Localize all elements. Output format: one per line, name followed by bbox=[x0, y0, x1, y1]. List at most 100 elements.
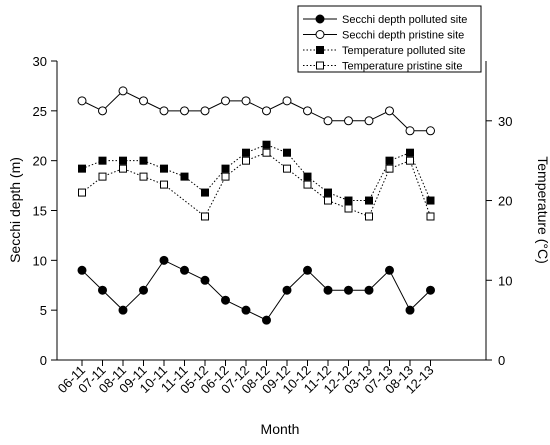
data-point bbox=[385, 106, 394, 116]
y-left-tick-label: 25 bbox=[33, 104, 47, 119]
data-point bbox=[426, 212, 435, 221]
data-point bbox=[139, 156, 148, 165]
data-point bbox=[344, 204, 353, 213]
data-point bbox=[139, 172, 148, 181]
legend-label: Temperature polluted site bbox=[342, 45, 466, 57]
data-point bbox=[98, 285, 107, 295]
data-point bbox=[406, 156, 414, 165]
data-point bbox=[324, 188, 332, 197]
data-point bbox=[365, 212, 373, 221]
data-point bbox=[180, 265, 189, 275]
data-point bbox=[303, 265, 312, 275]
data-point bbox=[385, 164, 394, 173]
series-layer bbox=[77, 86, 435, 325]
legend-marker bbox=[315, 30, 325, 39]
data-point bbox=[118, 86, 128, 96]
legend-label: Secchi depth pristine site bbox=[342, 30, 464, 42]
legend-marker bbox=[316, 61, 324, 70]
x-axis-title: Month bbox=[261, 421, 300, 437]
data-point bbox=[283, 164, 291, 173]
data-point bbox=[405, 305, 415, 315]
data-point bbox=[282, 96, 292, 106]
axes: 051015202530010203006-1107-1108-1109-111… bbox=[33, 54, 513, 397]
data-point bbox=[303, 180, 312, 189]
data-point bbox=[303, 106, 312, 116]
series-1 bbox=[77, 86, 435, 136]
data-point bbox=[262, 140, 271, 149]
data-point bbox=[118, 305, 128, 315]
data-point bbox=[385, 156, 394, 165]
y-axis-left-title: Secchi depth (m) bbox=[7, 157, 23, 263]
series-line bbox=[81, 152, 431, 218]
data-point bbox=[241, 305, 251, 315]
data-point bbox=[139, 285, 148, 295]
data-point bbox=[323, 116, 333, 126]
series-0 bbox=[77, 255, 435, 325]
data-point bbox=[221, 295, 230, 305]
data-point bbox=[364, 285, 374, 295]
legend-marker bbox=[315, 14, 325, 24]
data-point bbox=[200, 106, 210, 116]
data-point bbox=[262, 315, 271, 325]
data-point bbox=[98, 172, 107, 181]
y-left-tick-label: 10 bbox=[33, 253, 47, 268]
data-point bbox=[426, 285, 435, 295]
y-right-tick-label: 30 bbox=[498, 114, 512, 129]
data-point bbox=[344, 196, 353, 205]
data-point bbox=[139, 96, 148, 106]
data-point bbox=[77, 96, 87, 106]
y-right-tick-label: 20 bbox=[498, 194, 512, 209]
data-point bbox=[282, 285, 292, 295]
data-point bbox=[200, 275, 210, 285]
legend-label: Secchi depth polluted site bbox=[342, 14, 467, 26]
data-point bbox=[303, 172, 312, 181]
data-point bbox=[201, 188, 209, 197]
data-point bbox=[241, 96, 251, 106]
data-point bbox=[242, 156, 250, 165]
data-point bbox=[119, 156, 127, 165]
data-point bbox=[364, 116, 374, 126]
data-point bbox=[78, 164, 86, 173]
data-point bbox=[180, 172, 189, 181]
data-point bbox=[160, 180, 168, 189]
data-point bbox=[323, 285, 333, 295]
y-right-tick-label: 10 bbox=[498, 273, 512, 288]
data-point bbox=[405, 126, 415, 136]
y-left-tick-label: 30 bbox=[33, 54, 47, 69]
data-point bbox=[344, 116, 353, 126]
data-point bbox=[221, 96, 230, 106]
data-point bbox=[406, 148, 414, 157]
series-line bbox=[81, 90, 431, 132]
data-point bbox=[344, 285, 353, 295]
data-point bbox=[426, 126, 435, 136]
data-point bbox=[221, 172, 230, 181]
data-point bbox=[221, 164, 230, 173]
data-point bbox=[324, 196, 332, 205]
y-left-tick-label: 15 bbox=[33, 204, 47, 219]
data-point bbox=[365, 196, 373, 205]
data-point bbox=[159, 106, 169, 116]
data-point bbox=[98, 156, 107, 165]
legend-label: Temperature pristine site bbox=[342, 61, 462, 73]
data-point bbox=[426, 196, 435, 205]
data-point bbox=[159, 255, 169, 265]
data-point bbox=[262, 148, 271, 157]
data-point bbox=[201, 212, 209, 221]
data-point bbox=[160, 164, 168, 173]
data-point bbox=[78, 188, 86, 197]
data-point bbox=[242, 148, 250, 157]
series-3 bbox=[78, 148, 435, 221]
data-point bbox=[180, 106, 189, 116]
legend-marker bbox=[316, 46, 324, 54]
y-left-tick-label: 0 bbox=[40, 353, 47, 368]
y-axis-right-title: Temperature (°C) bbox=[535, 156, 550, 264]
legend: Secchi depth polluted site Secchi depth p… bbox=[297, 5, 482, 73]
series-line bbox=[81, 259, 431, 321]
y-left-tick-label: 5 bbox=[40, 303, 47, 318]
series-2 bbox=[78, 140, 435, 205]
y-left-tick-label: 20 bbox=[33, 154, 47, 169]
data-point bbox=[77, 265, 87, 275]
data-point bbox=[98, 106, 107, 116]
legend-box bbox=[297, 5, 482, 73]
